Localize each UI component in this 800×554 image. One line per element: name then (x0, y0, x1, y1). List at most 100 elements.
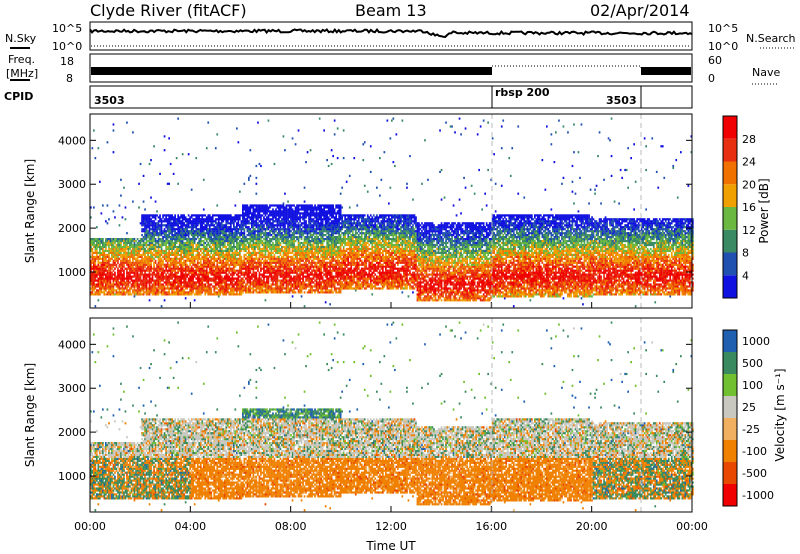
power-cell (237, 285, 240, 288)
power-cell (175, 263, 178, 266)
power-cell (284, 220, 286, 223)
power-cell (288, 291, 291, 294)
power-cell (240, 279, 243, 282)
power-cell (135, 251, 137, 254)
power-cell (217, 218, 220, 221)
power-cell (240, 285, 243, 288)
power-cell (219, 257, 222, 260)
power-cell (257, 212, 259, 215)
power-cell (205, 247, 208, 251)
power-cell (207, 283, 210, 286)
power-cell (177, 224, 179, 227)
power-cell (178, 232, 181, 235)
power-cell (234, 265, 237, 268)
power-cell (130, 287, 133, 290)
power-cell (243, 182, 246, 185)
power-cell (210, 238, 213, 241)
power-cell (97, 299, 100, 302)
power-cell (263, 259, 265, 262)
power-cell (291, 295, 294, 298)
power-cell (263, 261, 265, 264)
power-cell (162, 255, 164, 258)
power-cell (123, 277, 125, 280)
power-cell (169, 228, 172, 231)
power-cell (135, 277, 137, 280)
power-cell (245, 238, 247, 241)
power-cell (183, 243, 185, 247)
power-cell (99, 249, 101, 252)
power-cell (264, 269, 267, 272)
power-cell (151, 214, 154, 217)
power-cell (219, 261, 222, 264)
power-cell (243, 265, 246, 268)
power-cell (222, 251, 225, 254)
power-cell (96, 275, 98, 278)
power-cell (254, 238, 256, 241)
power-cell (281, 261, 283, 264)
power-cell (264, 241, 267, 245)
power-cell (222, 249, 225, 252)
power-cell (261, 236, 264, 239)
power-cell (266, 236, 268, 239)
power-cell (270, 204, 273, 207)
power-cell (154, 228, 157, 231)
power-cell (178, 263, 181, 266)
power-cell (231, 287, 234, 290)
power-cell (154, 273, 157, 276)
power-cell (141, 228, 143, 231)
power-cell (299, 228, 301, 231)
power-cell (162, 220, 164, 223)
power-cell (252, 208, 255, 211)
power-cell (303, 204, 306, 207)
power-cell (257, 206, 259, 209)
power-cell (240, 267, 243, 270)
power-cell (105, 261, 107, 264)
power-cell (305, 216, 307, 219)
power-cell (112, 293, 115, 296)
power-cell (251, 206, 253, 209)
power-cell (184, 271, 187, 274)
power-cell (266, 226, 268, 229)
power-cell (216, 263, 219, 266)
power-cell (275, 220, 277, 223)
freq-left-tick-top: 18 (60, 55, 74, 68)
power-cell (266, 206, 268, 209)
power-cell (230, 291, 232, 294)
power-cell (291, 255, 294, 258)
power-cell (272, 238, 274, 241)
power-cell (198, 214, 201, 217)
power-cell (129, 247, 131, 251)
power-cell (231, 273, 234, 276)
power-cell (288, 214, 291, 217)
power-cell (154, 279, 157, 282)
power-cell (227, 269, 229, 272)
power-cell (169, 216, 172, 219)
power-cell (172, 230, 175, 233)
power-cell (168, 243, 170, 247)
power-cell (103, 267, 106, 270)
power-cell (237, 281, 240, 284)
power-cell (129, 287, 131, 290)
power-cell (230, 240, 232, 243)
power-cell (154, 230, 157, 233)
power-cell (199, 283, 202, 286)
power-cell (248, 232, 250, 235)
power-cell (174, 234, 176, 237)
power-cell (272, 287, 274, 290)
power-cell (210, 228, 213, 231)
power-cell (279, 243, 282, 247)
power-cell (123, 251, 125, 254)
power-cell (166, 251, 169, 254)
power-cell (205, 267, 208, 270)
power-cell (118, 285, 121, 288)
power-cell (100, 261, 103, 264)
power-cell (233, 263, 235, 266)
power-cell (114, 283, 116, 286)
power-cell (199, 293, 202, 296)
power-cell (239, 257, 241, 260)
power-cell (178, 259, 181, 262)
power-cell (90, 293, 92, 296)
power-cell (153, 236, 155, 239)
power-cell (193, 222, 196, 225)
power-cell (201, 224, 204, 227)
